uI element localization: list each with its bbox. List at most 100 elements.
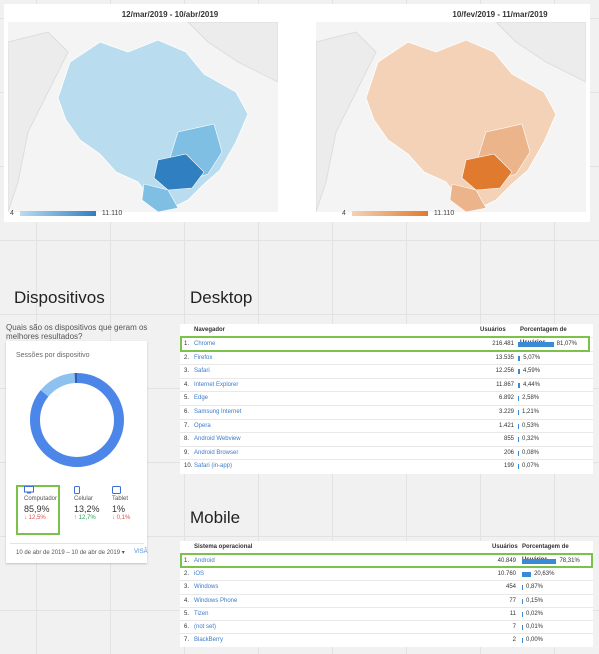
left-legend-max: 11.110 <box>101 210 123 217</box>
row-bar <box>518 369 521 375</box>
row-users: 13.535 <box>495 354 514 361</box>
row-index: 7. <box>184 422 190 429</box>
row-name-link[interactable]: Tizen <box>194 610 209 617</box>
device-tablet[interactable]: Tablet 1% ↓ 0,1% <box>112 486 152 521</box>
visa-link[interactable]: VISÃ <box>134 549 148 555</box>
row-pct: 0,07% <box>522 463 540 470</box>
top-row-highlight <box>180 553 593 569</box>
table-row[interactable]: 5. Edge 6.892 2,58% <box>180 391 593 406</box>
right-legend-min: 4 <box>342 210 346 217</box>
region-south <box>141 183 179 212</box>
table-row[interactable]: 7. Opera 1.421 0,53% <box>180 418 593 434</box>
row-pct: 0,87% <box>526 584 544 591</box>
right-legend-bar <box>351 211 428 216</box>
devices-subtitle: Sessões por dispositivo <box>16 352 90 359</box>
row-users: 40.849 <box>497 558 516 564</box>
table-row[interactable]: 10. Safari (in-app) 199 0,07% <box>180 459 593 474</box>
row-users: 1.421 <box>498 422 514 429</box>
row-name-link[interactable]: iOS <box>194 571 205 578</box>
row-name-link[interactable]: Android Webview <box>194 436 241 443</box>
dispositivos-heading: Dispositivos <box>14 288 105 307</box>
left-legend-bar <box>19 211 96 216</box>
device-change: ↓ 0,1% <box>112 515 131 521</box>
table-row[interactable]: 2. Firefox 13.535 5,07% <box>180 350 593 366</box>
row-pct: 0,01% <box>526 624 544 630</box>
device-label: Tablet <box>112 496 129 502</box>
row-index: 4. <box>184 597 190 604</box>
row-bar <box>518 396 520 402</box>
row-name-link[interactable]: Windows <box>194 584 219 591</box>
row-pct: 20,63% <box>534 571 555 578</box>
row-users: 3.229 <box>498 409 514 415</box>
right-map[interactable] <box>316 22 586 212</box>
row-bar <box>522 598 523 604</box>
device-pct: 1% <box>112 504 126 514</box>
row-users: 10.760 <box>497 571 516 578</box>
table-row[interactable]: 5. Tizen 11 0,02% <box>180 606 593 621</box>
row-name-link[interactable]: Chrome <box>194 341 216 347</box>
device-pct: 13,2% <box>74 504 100 514</box>
table-row[interactable]: 3. Windows 454 0,87% <box>180 580 593 594</box>
row-pct: 0,02% <box>526 610 544 617</box>
table-row[interactable]: 3. Safari 12.256 4,59% <box>180 364 593 379</box>
row-users: 11 <box>509 610 516 617</box>
desktop-heading: Desktop <box>190 288 253 307</box>
row-pct: 1,21% <box>522 409 540 415</box>
row-bar <box>522 585 523 591</box>
row-pct: 0,00% <box>526 637 544 644</box>
table-row[interactable]: 7. BlackBerry 2 0,00% <box>180 633 593 647</box>
device-change: ↑ 12,7% <box>74 515 96 521</box>
row-name-link[interactable]: Safari <box>194 368 210 375</box>
row-pct: 0,32% <box>522 436 540 443</box>
mobile-icon <box>74 486 80 494</box>
row-name-link[interactable]: Android <box>194 558 215 564</box>
devices-donut[interactable] <box>29 372 125 468</box>
row-bar <box>518 355 521 361</box>
date-range-selector[interactable]: 10 de abr de 2019 – 10 de abr de 2019 ▾ <box>16 549 125 556</box>
row-bar <box>518 464 519 470</box>
row-bar <box>518 423 519 429</box>
row-index: 3. <box>184 584 190 591</box>
row-pct: 4,44% <box>522 381 540 388</box>
device-label: Celular <box>74 496 94 502</box>
device-computador[interactable]: Computador 85,9% ↓ 12,5% <box>24 486 64 521</box>
row-users: 11.867 <box>496 381 514 388</box>
row-pct: 2,58% <box>522 395 540 402</box>
table-row[interactable]: 4. Internet Explorer 11.867 4,44% <box>180 377 593 393</box>
row-name-link[interactable]: Safari (in-app) <box>194 463 233 470</box>
row-name-link[interactable]: Edge <box>194 395 209 402</box>
row-index: 2. <box>184 354 190 361</box>
tablet-icon <box>112 486 121 494</box>
table-row[interactable]: 4. Windows Phone 77 0,15% <box>180 593 593 608</box>
row-pct: 0,53% <box>522 422 540 429</box>
row-name-link[interactable]: Samsung Internet <box>194 409 242 415</box>
left-legend-min: 4 <box>10 210 14 217</box>
device-celular[interactable]: Celular 13,2% ↑ 12,7% <box>74 486 114 521</box>
row-bar <box>518 410 519 415</box>
row-index: 1. <box>184 341 190 347</box>
row-name-link[interactable]: BlackBerry <box>194 637 224 644</box>
table-row[interactable]: 6. Samsung Internet 3.229 1,21% <box>180 405 593 420</box>
table-row[interactable]: 8. Android Webview 855 0,32% <box>180 432 593 447</box>
device-label: Computador <box>24 496 58 502</box>
row-users: 12.256 <box>495 368 514 375</box>
row-index: 5. <box>184 395 190 402</box>
device-pct: 85,9% <box>24 504 50 514</box>
row-name-link[interactable]: Firefox <box>194 354 213 361</box>
row-index: 9. <box>184 449 190 456</box>
row-bar <box>522 625 523 630</box>
row-name-link[interactable]: Windows Phone <box>194 597 238 604</box>
row-name-link[interactable]: Android Browser <box>194 449 239 456</box>
left-map[interactable] <box>8 22 278 212</box>
table-row[interactable]: 9. Android Browser 206 0,08% <box>180 445 593 461</box>
row-name-link[interactable]: Internet Explorer <box>194 381 239 388</box>
row-name-link[interactable]: (not set) <box>194 624 217 630</box>
row-name-link[interactable]: Opera <box>194 422 211 429</box>
table-row[interactable]: 6. (not set) 7 0,01% <box>180 620 593 634</box>
row-pct: 81,07% <box>556 341 578 347</box>
table-row[interactable]: 2. iOS 10.760 20,63% <box>180 567 593 581</box>
row-users: 855 <box>503 436 514 443</box>
row-index: 8. <box>184 436 190 443</box>
row-pct: 0,08% <box>522 449 540 456</box>
row-bar <box>522 611 523 617</box>
